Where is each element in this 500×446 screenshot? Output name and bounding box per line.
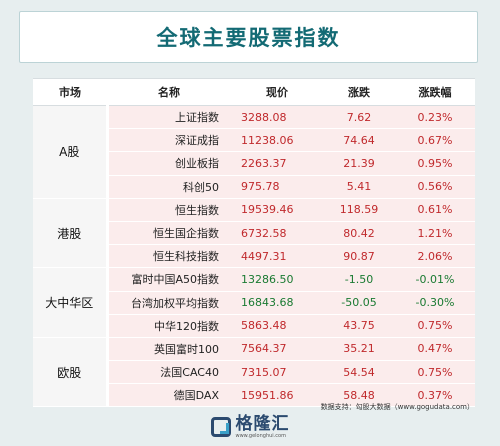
index-name-cell: 台湾加权平均指数 xyxy=(107,291,231,315)
change-cell: 43.75 xyxy=(323,314,395,338)
pct-cell: 0.67% xyxy=(395,128,475,153)
change-cell: 7.62 xyxy=(323,105,395,130)
index-name-cell: 法国CAC40 xyxy=(107,360,231,385)
data-source-note: 数据支持：勾股大数据（www.gogudata.com） xyxy=(320,403,474,411)
price-cell: 3288.08 xyxy=(231,105,323,130)
table-row: 台湾加权平均指数 16843.68 -50.05 -0.30% xyxy=(33,291,475,315)
index-name-cell: 英国富时100 xyxy=(107,337,231,362)
price-cell: 2263.37 xyxy=(231,151,323,176)
change-cell: 118.59 xyxy=(323,198,395,222)
index-name-cell: 上证指数 xyxy=(107,105,231,130)
index-name-cell: 恒生指数 xyxy=(107,198,231,222)
table-row: 深证成指 11238.06 74.64 0.67% xyxy=(33,128,475,153)
change-cell: 35.21 xyxy=(323,337,395,362)
pct-cell: -0.30% xyxy=(395,291,475,315)
pct-cell: 1.21% xyxy=(395,221,475,246)
index-table: 市场 名称 现价 涨跌 涨跌幅 A股 上证指数 3288.08 7.62 0.23% 深证… xyxy=(33,78,475,408)
pct-cell: 0.47% xyxy=(395,337,475,362)
pct-cell: 0.61% xyxy=(395,198,475,222)
index-name-cell: 深证成指 xyxy=(107,128,231,153)
change-cell: 90.87 xyxy=(323,244,395,269)
index-name-cell: 德国DAX xyxy=(107,383,231,408)
index-name-cell: 科创50 xyxy=(107,175,231,199)
title-box: 全球主要股票指数 xyxy=(19,11,478,63)
price-cell: 19539.46 xyxy=(231,198,323,222)
change-cell: 5.41 xyxy=(323,175,395,199)
table-row: 德国DAX 15951.86 58.48 0.37% xyxy=(33,383,475,408)
pct-cell: 0.95% xyxy=(395,151,475,176)
price-cell: 16843.68 xyxy=(231,291,323,315)
header-market: 市场 xyxy=(33,78,107,106)
change-cell: 54.54 xyxy=(323,360,395,385)
price-cell: 7564.37 xyxy=(231,337,323,362)
table-body: A股 上证指数 3288.08 7.62 0.23% 深证成指 11238.06 74.64 0… xyxy=(33,105,475,408)
table-row: 恒生科技指数 4497.31 90.87 2.06% xyxy=(33,244,475,269)
market-cell: 欧股 xyxy=(33,337,109,408)
pct-cell: -0.01% xyxy=(395,267,475,292)
logo-icon xyxy=(210,417,231,437)
price-cell: 15951.86 xyxy=(231,383,323,408)
pct-cell: 0.37% xyxy=(395,383,475,408)
logo-url: www.gelonghui.com xyxy=(235,432,286,439)
price-cell: 4497.31 xyxy=(231,244,323,269)
table-row: 港股 恒生指数 19539.46 118.59 0.61% xyxy=(33,198,475,269)
price-cell: 7315.07 xyxy=(231,360,323,385)
header-pct: 涨跌幅 xyxy=(395,78,475,106)
table-row: 欧股 英国富时100 7564.37 35.21 0.47% xyxy=(33,337,475,408)
index-name-cell: 恒生科技指数 xyxy=(107,244,231,269)
header-change: 涨跌 xyxy=(323,78,395,106)
change-cell: 74.64 xyxy=(323,128,395,153)
price-cell: 13286.50 xyxy=(231,267,323,292)
price-cell: 6732.58 xyxy=(231,221,323,246)
index-table-container: 市场 名称 现价 涨跌 涨跌幅 A股 上证指数 3288.08 7.62 0.23% 深证… xyxy=(33,78,475,408)
table-row: 法国CAC40 7315.07 54.54 0.75% xyxy=(33,360,475,385)
table-row: 科创50 975.78 5.41 0.56% xyxy=(33,175,475,199)
price-cell: 975.78 xyxy=(231,175,323,199)
index-name-cell: 中华120指数 xyxy=(107,314,231,338)
change-cell: -1.50 xyxy=(323,267,395,292)
table-row: 大中华区 富时中国A50指数 13286.50 -1.50 -0.01% xyxy=(33,267,475,338)
pct-cell: 0.75% xyxy=(395,360,475,385)
header-price: 现价 xyxy=(231,78,323,106)
table-row: 恒生国企指数 6732.58 80.42 1.21% xyxy=(33,221,475,246)
table-row: 创业板指 2263.37 21.39 0.95% xyxy=(33,151,475,176)
change-cell: 80.42 xyxy=(323,221,395,246)
index-name-cell: 创业板指 xyxy=(107,151,231,176)
logo-text: 格隆汇 xyxy=(235,413,290,434)
index-name-cell: 富时中国A50指数 xyxy=(107,267,231,292)
footer-logo: 格隆汇 www.gelonghui.com xyxy=(0,412,500,442)
price-cell: 11238.06 xyxy=(231,128,323,153)
header-name: 名称 xyxy=(107,78,231,106)
table-row: A股 上证指数 3288.08 7.62 0.23% xyxy=(33,105,475,199)
price-cell: 5863.48 xyxy=(231,314,323,338)
change-cell: -50.05 xyxy=(323,291,395,315)
table-row: 中华120指数 5863.48 43.75 0.75% xyxy=(33,314,475,338)
market-cell: 港股 xyxy=(33,198,109,269)
index-name-cell: 恒生国企指数 xyxy=(107,221,231,246)
table-header-row: 市场 名称 现价 涨跌 涨跌幅 xyxy=(33,78,475,106)
page-title: 全球主要股票指数 xyxy=(156,26,341,50)
pct-cell: 0.56% xyxy=(395,175,475,199)
change-cell: 21.39 xyxy=(323,151,395,176)
market-cell: A股 xyxy=(33,105,109,199)
pct-cell: 2.06% xyxy=(395,244,475,269)
market-cell: 大中华区 xyxy=(33,267,109,338)
change-cell: 58.48 xyxy=(323,383,395,408)
pct-cell: 0.23% xyxy=(395,105,475,130)
pct-cell: 0.75% xyxy=(395,314,475,338)
